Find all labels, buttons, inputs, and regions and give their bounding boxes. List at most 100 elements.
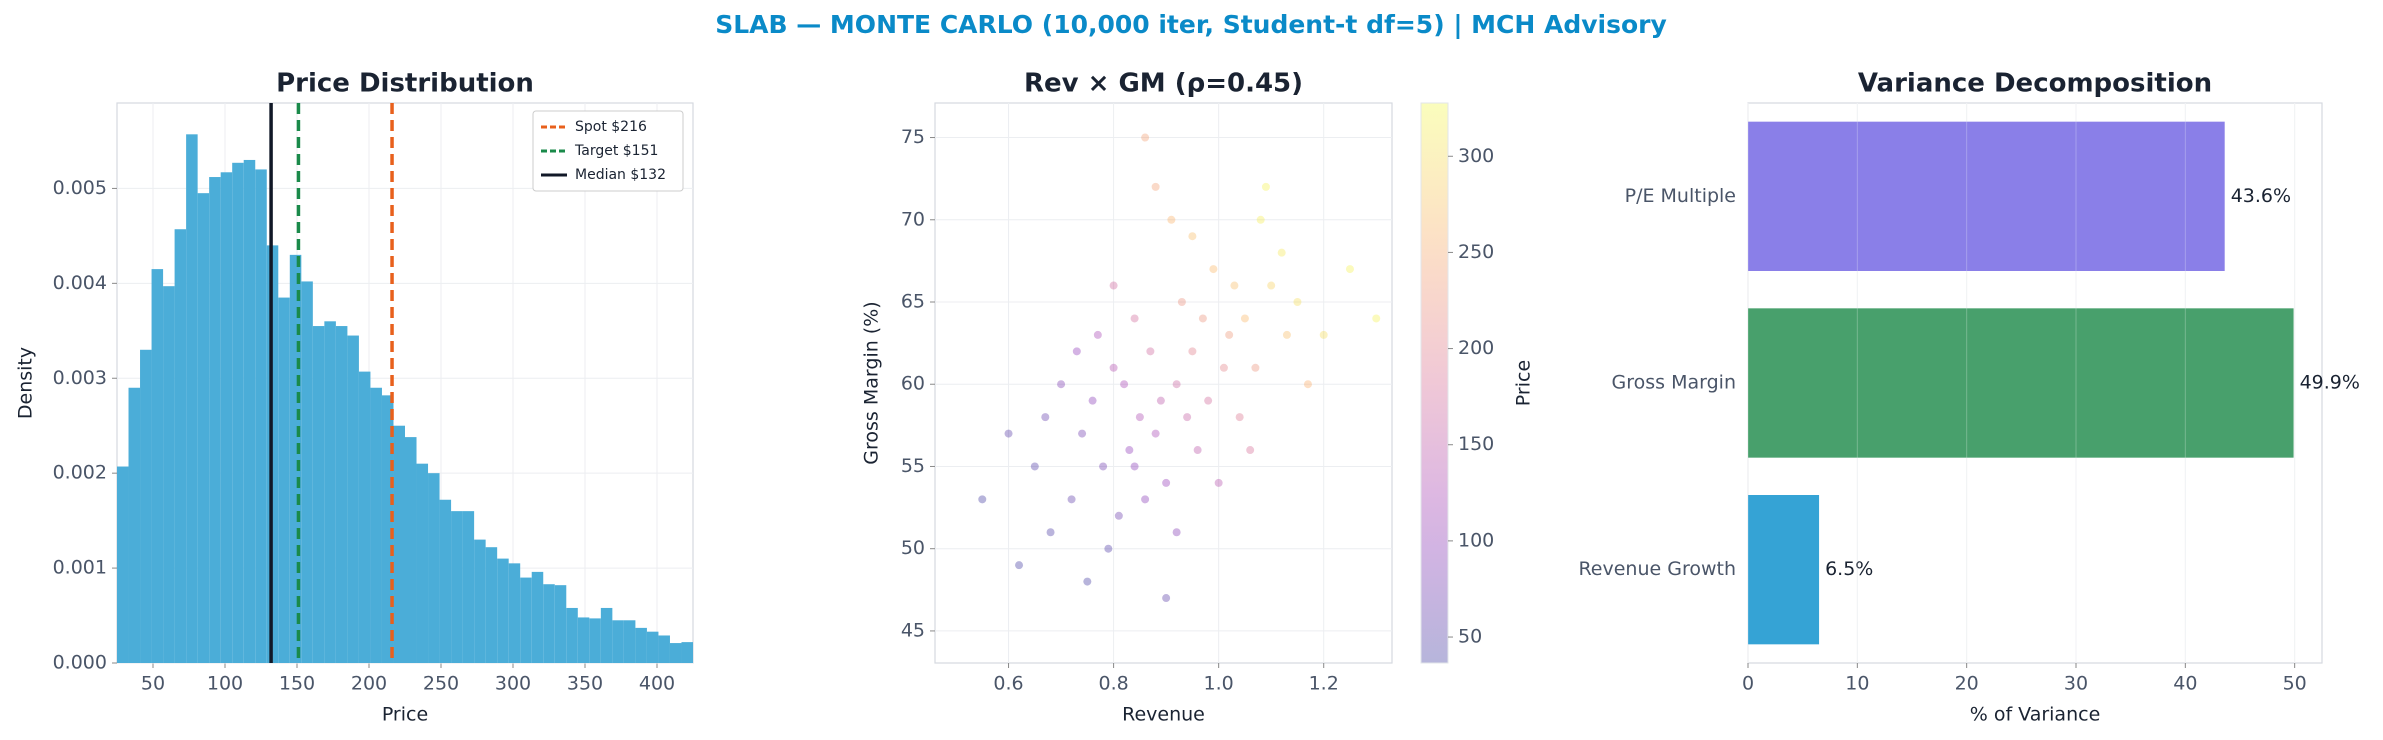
- histogram-bar: [197, 193, 210, 663]
- scatter-point: [1072, 347, 1081, 356]
- histogram-bar: [508, 563, 521, 663]
- scatter-point: [978, 495, 987, 504]
- histogram-bar: [416, 463, 429, 663]
- histogram-bar: [186, 134, 198, 664]
- histogram-bar: [474, 539, 486, 663]
- histogram-bar: [220, 172, 233, 663]
- figure-title: SLAB — MONTE CARLO (10,000 iter, Student…: [715, 10, 1667, 39]
- histogram-bar: [531, 571, 544, 663]
- scatter-point: [1120, 380, 1129, 389]
- histogram-bar: [669, 643, 682, 663]
- scatter-point: [1109, 281, 1118, 290]
- histogram-bar: [623, 620, 636, 663]
- y-tick-label: 70: [901, 208, 925, 230]
- scatter-point: [1151, 429, 1160, 438]
- histogram-bar: [209, 177, 221, 663]
- scatter-point: [1130, 314, 1139, 323]
- scatter-point: [1172, 528, 1181, 537]
- scatter-point: [1230, 281, 1239, 290]
- scatter-point: [1078, 429, 1087, 438]
- x-tick-label: 100: [207, 673, 243, 695]
- x-tick-label: 150: [279, 673, 315, 695]
- colorbar-tick-label: 200: [1458, 337, 1494, 359]
- histogram-bar: [370, 387, 382, 663]
- scatter-point: [1246, 446, 1255, 455]
- x-tick-label: 300: [495, 673, 531, 695]
- scatter-point: [1057, 380, 1066, 389]
- histogram-bar: [577, 617, 590, 663]
- x-tick-label: 50: [2283, 673, 2307, 695]
- x-axis-label: % of Variance: [1970, 704, 2101, 726]
- scatter-point: [1256, 215, 1265, 224]
- scatter-point: [1130, 462, 1139, 471]
- y-tick-label: 0.004: [53, 272, 107, 294]
- axes-title: Variance Decomposition: [1858, 69, 2212, 99]
- histogram-bar: [635, 627, 647, 663]
- histogram-bar: [140, 349, 152, 663]
- y-tick-label: 0.005: [53, 177, 107, 199]
- histogram-bar: [255, 169, 267, 663]
- y-axis-label: Gross Margin (%): [861, 301, 883, 464]
- x-tick-label: 30: [2064, 673, 2088, 695]
- value-label: 49.9%: [2300, 372, 2360, 394]
- scatter-point: [1251, 363, 1260, 372]
- scatter-point: [1041, 413, 1050, 422]
- histogram-bar: [646, 631, 659, 663]
- scatter-point: [1151, 182, 1160, 191]
- scatter-point: [1015, 561, 1024, 570]
- y-tick-label: 55: [901, 455, 925, 477]
- scatter-point: [1198, 314, 1207, 323]
- x-tick-label: 20: [1955, 673, 1979, 695]
- y-axis-label: Density: [15, 347, 37, 419]
- bar: [1748, 495, 1820, 645]
- histogram-bar: [393, 425, 405, 663]
- scatter-point: [1193, 446, 1202, 455]
- x-tick-label: 400: [639, 673, 675, 695]
- scatter-point: [1188, 232, 1197, 241]
- x-tick-label: 0.6: [993, 673, 1023, 695]
- scatter-point: [1183, 413, 1192, 422]
- histogram-bar: [289, 254, 302, 663]
- scatter-point: [1372, 314, 1381, 323]
- histogram-bar: [612, 620, 624, 663]
- bar: [1748, 308, 2294, 458]
- scatter-point: [1125, 446, 1134, 455]
- x-tick-label: 1.2: [1309, 673, 1339, 695]
- scatter-point: [1319, 330, 1328, 339]
- scatter-point: [1204, 396, 1213, 405]
- scatter-point: [1293, 298, 1302, 307]
- y-tick-label: Gross Margin: [1612, 372, 1736, 394]
- scatter-point: [1209, 265, 1218, 274]
- scatter-point: [1235, 413, 1244, 422]
- histogram-bar: [405, 437, 417, 663]
- scatter-point: [1099, 462, 1108, 471]
- y-tick-label: 50: [901, 537, 925, 559]
- histogram-bar: [658, 635, 670, 663]
- x-tick-label: 200: [351, 673, 387, 695]
- x-tick-label: 1.0: [1204, 673, 1234, 695]
- colorbar-tick-label: 50: [1458, 626, 1482, 648]
- legend-label: Target $151: [574, 143, 658, 159]
- scatter-point: [1267, 281, 1276, 290]
- colorbar-tick-label: 100: [1458, 529, 1494, 551]
- y-tick-label: 60: [901, 373, 925, 395]
- x-tick-label: 40: [2173, 673, 2197, 695]
- scatter-point: [1046, 528, 1055, 537]
- scatter-point: [1093, 330, 1102, 339]
- colorbar-tick-label: 250: [1458, 241, 1494, 263]
- y-tick-label: Revenue Growth: [1578, 558, 1736, 580]
- histogram-bar: [301, 281, 313, 663]
- scatter-point: [1156, 396, 1165, 405]
- scatter-point: [1188, 347, 1197, 356]
- axes-title: Price Distribution: [276, 69, 534, 99]
- scatter-point: [1083, 577, 1092, 586]
- y-tick-label: 45: [901, 619, 925, 641]
- value-label: 43.6%: [2231, 185, 2291, 207]
- histogram-bar: [232, 162, 244, 663]
- histogram-bar: [589, 618, 601, 663]
- scatter-point: [1303, 380, 1312, 389]
- legend-label: Spot $216: [575, 119, 647, 135]
- histogram-bar: [543, 584, 555, 663]
- scatter-point: [1104, 544, 1113, 553]
- scatter-point: [1114, 511, 1123, 520]
